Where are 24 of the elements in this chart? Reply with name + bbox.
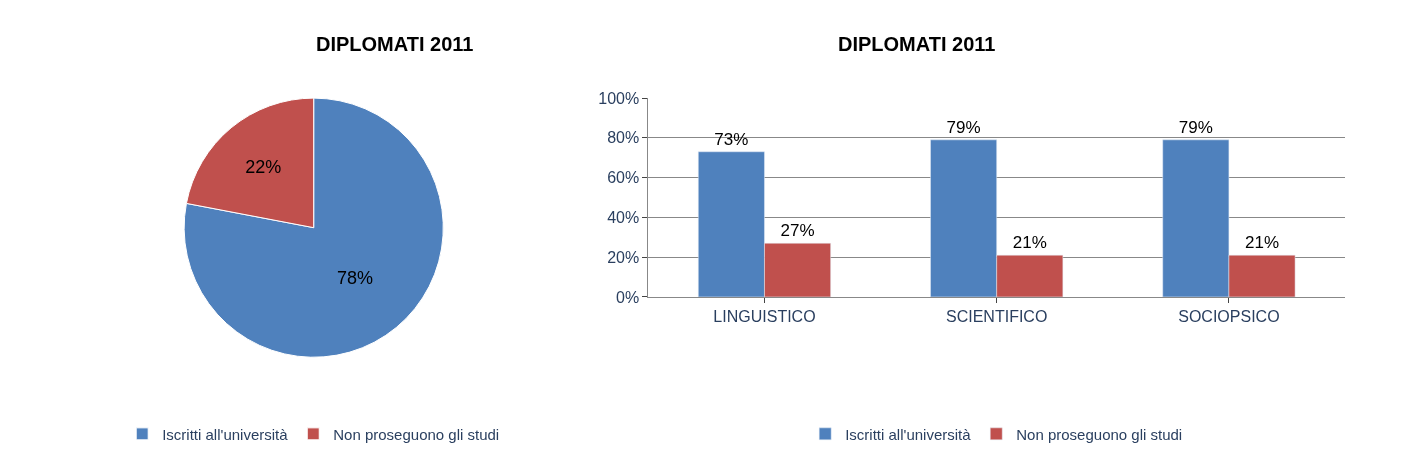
data-label: 27%	[780, 221, 815, 241]
legend-label: Iscritti all'università	[845, 425, 972, 443]
legend-label: Non proseguono gli studi	[1016, 425, 1183, 443]
pie-slice	[183, 97, 444, 358]
data-label: 73%	[714, 129, 749, 149]
legend-label: Iscritti all'università	[162, 425, 289, 443]
legend-label: Non proseguono gli studi	[333, 425, 500, 443]
data-label: 79%	[946, 117, 981, 137]
x-tick-label: SOCIOPSICO	[1178, 308, 1280, 326]
x-tick-label: SCIENTIFICO	[946, 308, 1048, 326]
data-label: 21%	[1012, 233, 1047, 253]
chart-title: DIPLOMATI 2011	[316, 33, 474, 55]
data-label: 79%	[1178, 117, 1213, 137]
chart-title: DIPLOMATI 2011	[838, 33, 996, 55]
y-tick-label: 20%	[607, 248, 640, 266]
data-label: 78%	[336, 267, 373, 288]
data-label: 21%	[1244, 233, 1280, 253]
y-tick-label: 100%	[598, 89, 640, 107]
x-tick-label: LINGUISTICO	[713, 308, 816, 326]
y-tick-label: 0%	[616, 288, 640, 306]
y-tick-label: 80%	[607, 129, 640, 147]
data-label: 22%	[245, 156, 282, 177]
y-tick-label: 40%	[607, 208, 640, 226]
y-tick-label: 60%	[607, 169, 640, 187]
